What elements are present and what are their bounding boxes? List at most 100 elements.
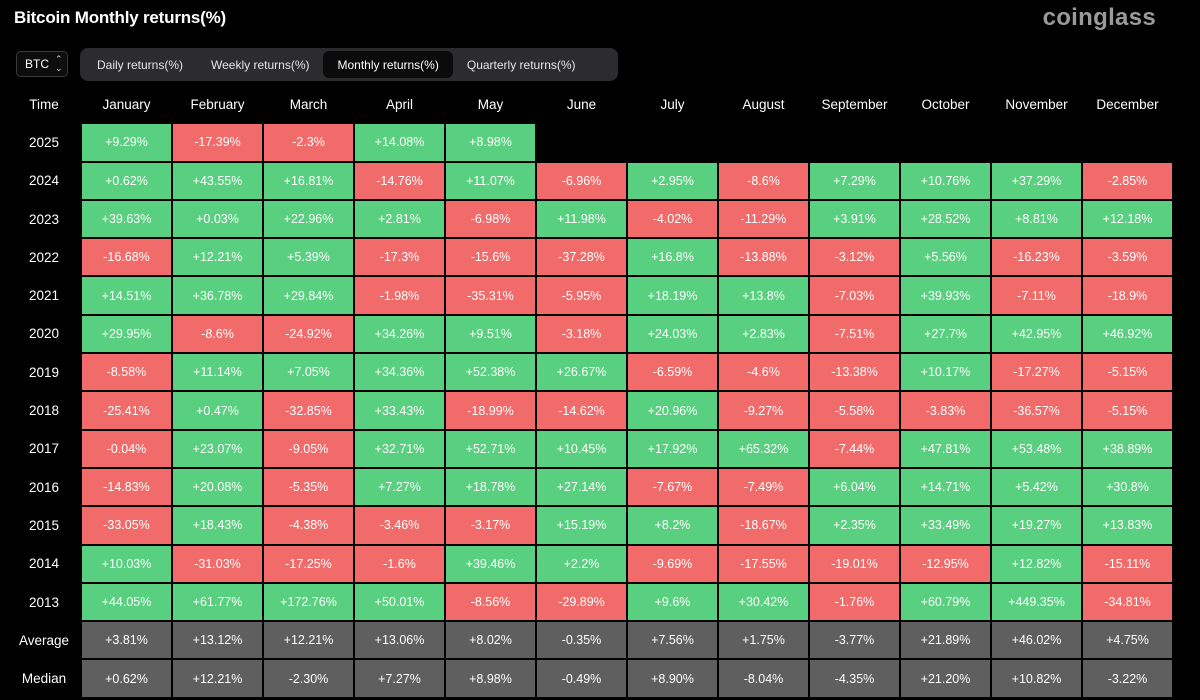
return-cell: -18.67% <box>719 507 808 544</box>
return-cell: +16.8% <box>628 239 717 276</box>
return-cell: -14.83% <box>82 468 171 506</box>
return-cell: +39.93% <box>901 277 990 314</box>
return-cell: +8.90% <box>628 660 717 697</box>
column-header-october: October <box>921 96 970 112</box>
return-cell: -1.6% <box>355 545 444 582</box>
return-cell: +13.06% <box>355 622 444 659</box>
return-cell: +4.75% <box>1083 622 1172 659</box>
table-row: 2015 -33.05% +18.43% -4.38% -3.46% -3.17% +15.… <box>8 507 1172 544</box>
return-cell: +172.76% <box>264 583 353 621</box>
return-cell <box>992 124 1081 160</box>
column-header-time: Time <box>29 96 59 112</box>
return-cell: +46.02% <box>992 622 1081 659</box>
table-row: 2020 +29.95% -8.6% -24.92% +34.26% +9.51% -3.1… <box>8 315 1172 353</box>
return-cell <box>901 124 990 160</box>
return-cell: -18.9% <box>1083 277 1172 314</box>
return-cell: +32.71% <box>355 430 444 467</box>
return-cell: +7.56% <box>628 622 717 659</box>
row-label: 2022 <box>28 249 60 265</box>
return-cell: +52.38% <box>446 354 535 391</box>
return-cell: +34.26% <box>355 315 444 353</box>
return-cell: -5.35% <box>264 468 353 506</box>
row-label: 2025 <box>28 134 60 150</box>
table-row: 2021 +14.51% +36.78% +29.84% -1.98% -35.31% -5… <box>8 277 1172 314</box>
tab-monthly-returns[interactable]: Monthly returns(%) <box>323 51 453 78</box>
return-cell: +2.35% <box>810 507 899 544</box>
asset-selector[interactable]: BTC ⌃ ⌄ <box>16 51 68 77</box>
return-cell: -37.28% <box>537 239 626 276</box>
row-label: Average <box>18 632 70 648</box>
return-cell: -9.69% <box>628 545 717 582</box>
row-label: 2018 <box>28 403 60 419</box>
return-cell: +10.76% <box>901 162 990 199</box>
return-cell: +33.43% <box>355 392 444 429</box>
return-cell: +2.83% <box>719 315 808 353</box>
column-header-april: April <box>385 96 413 112</box>
return-cell: -18.99% <box>446 392 535 429</box>
tab-quarterly-returns[interactable]: Quarterly returns(%) <box>466 57 576 72</box>
return-cell: +12.21% <box>264 622 353 659</box>
return-cell: +22.96% <box>264 200 353 238</box>
return-cell: +10.17% <box>901 354 990 391</box>
row-label: 2024 <box>28 173 60 189</box>
return-cell: -3.46% <box>355 507 444 544</box>
return-cell: -5.15% <box>1083 392 1172 429</box>
return-cell: -2.3% <box>264 124 353 161</box>
return-cell: +36.78% <box>173 277 262 314</box>
return-cell: -3.17% <box>446 507 535 544</box>
return-cell: -7.44% <box>810 430 899 467</box>
return-cell: +3.91% <box>810 200 899 238</box>
row-label: 2013 <box>28 594 60 610</box>
return-cell: +21.89% <box>901 622 990 659</box>
return-cell: +5.42% <box>992 468 1081 506</box>
return-cell: +43.55% <box>173 162 262 199</box>
return-cell: +20.96% <box>628 392 717 429</box>
table-row: 2014 +10.03% -31.03% -17.25% -1.6% +39.46% +2.… <box>8 545 1172 582</box>
returns-tabs: Daily returns(%) Weekly returns(%) Month… <box>80 48 618 81</box>
tab-daily-returns[interactable]: Daily returns(%) <box>97 57 184 72</box>
return-cell: -36.57% <box>992 392 1081 429</box>
table-row: 2017 -0.04% +23.07% -9.05% +32.71% +52.71% +10… <box>8 430 1172 467</box>
return-cell: -0.04% <box>82 430 171 467</box>
column-header-march: March <box>289 96 328 112</box>
column-header-june: June <box>566 96 597 112</box>
table-row: 2019 -8.58% +11.14% +7.05% +34.36% +52.38% +26… <box>8 354 1172 391</box>
return-cell: +8.98% <box>446 660 535 697</box>
column-header-november: November <box>1005 96 1068 112</box>
return-cell: +23.07% <box>173 430 262 467</box>
return-cell: +39.46% <box>446 545 535 582</box>
page-title: Bitcoin Monthly returns(%) <box>14 8 227 27</box>
tab-weekly-returns[interactable]: Weekly returns(%) <box>211 57 310 72</box>
table-row: 2018 -25.41% +0.47% -32.85% +33.43% -18.99% -1… <box>8 392 1172 429</box>
return-cell: +46.92% <box>1083 315 1172 353</box>
return-cell: +14.71% <box>901 468 990 506</box>
return-cell: -29.89% <box>537 583 626 621</box>
brand-logo: coinglass <box>1042 4 1156 31</box>
return-cell: -14.76% <box>355 162 444 199</box>
table-row: 2016 -14.83% +20.08% -5.35% +7.27% +18.78% +27… <box>8 468 1172 506</box>
return-cell: +18.43% <box>173 507 262 544</box>
return-cell: +11.98% <box>537 200 626 238</box>
return-cell: -8.58% <box>82 354 171 391</box>
return-cell: -7.49% <box>719 468 808 506</box>
row-label: 2017 <box>28 441 60 457</box>
row-label: 2021 <box>28 288 60 304</box>
return-cell: -4.38% <box>264 507 353 544</box>
return-cell: +8.2% <box>628 507 717 544</box>
return-cell <box>719 124 808 160</box>
return-cell: +29.84% <box>264 277 353 314</box>
return-cell: +12.18% <box>1083 200 1172 238</box>
return-cell: +16.81% <box>264 162 353 199</box>
return-cell: +2.95% <box>628 162 717 199</box>
return-cell: +3.81% <box>82 622 171 659</box>
monthly-returns-table: Time January February March April May June Jul… <box>6 84 1174 699</box>
return-cell: +9.51% <box>446 315 535 353</box>
return-cell: +26.67% <box>537 354 626 391</box>
return-cell: +53.48% <box>992 430 1081 467</box>
return-cell: +1.75% <box>719 622 808 659</box>
return-cell: +12.82% <box>992 545 1081 582</box>
return-cell: -17.3% <box>355 239 444 276</box>
return-cell: -19.01% <box>810 545 899 582</box>
return-cell: +449.35% <box>992 583 1081 621</box>
return-cell: -16.68% <box>82 239 171 276</box>
